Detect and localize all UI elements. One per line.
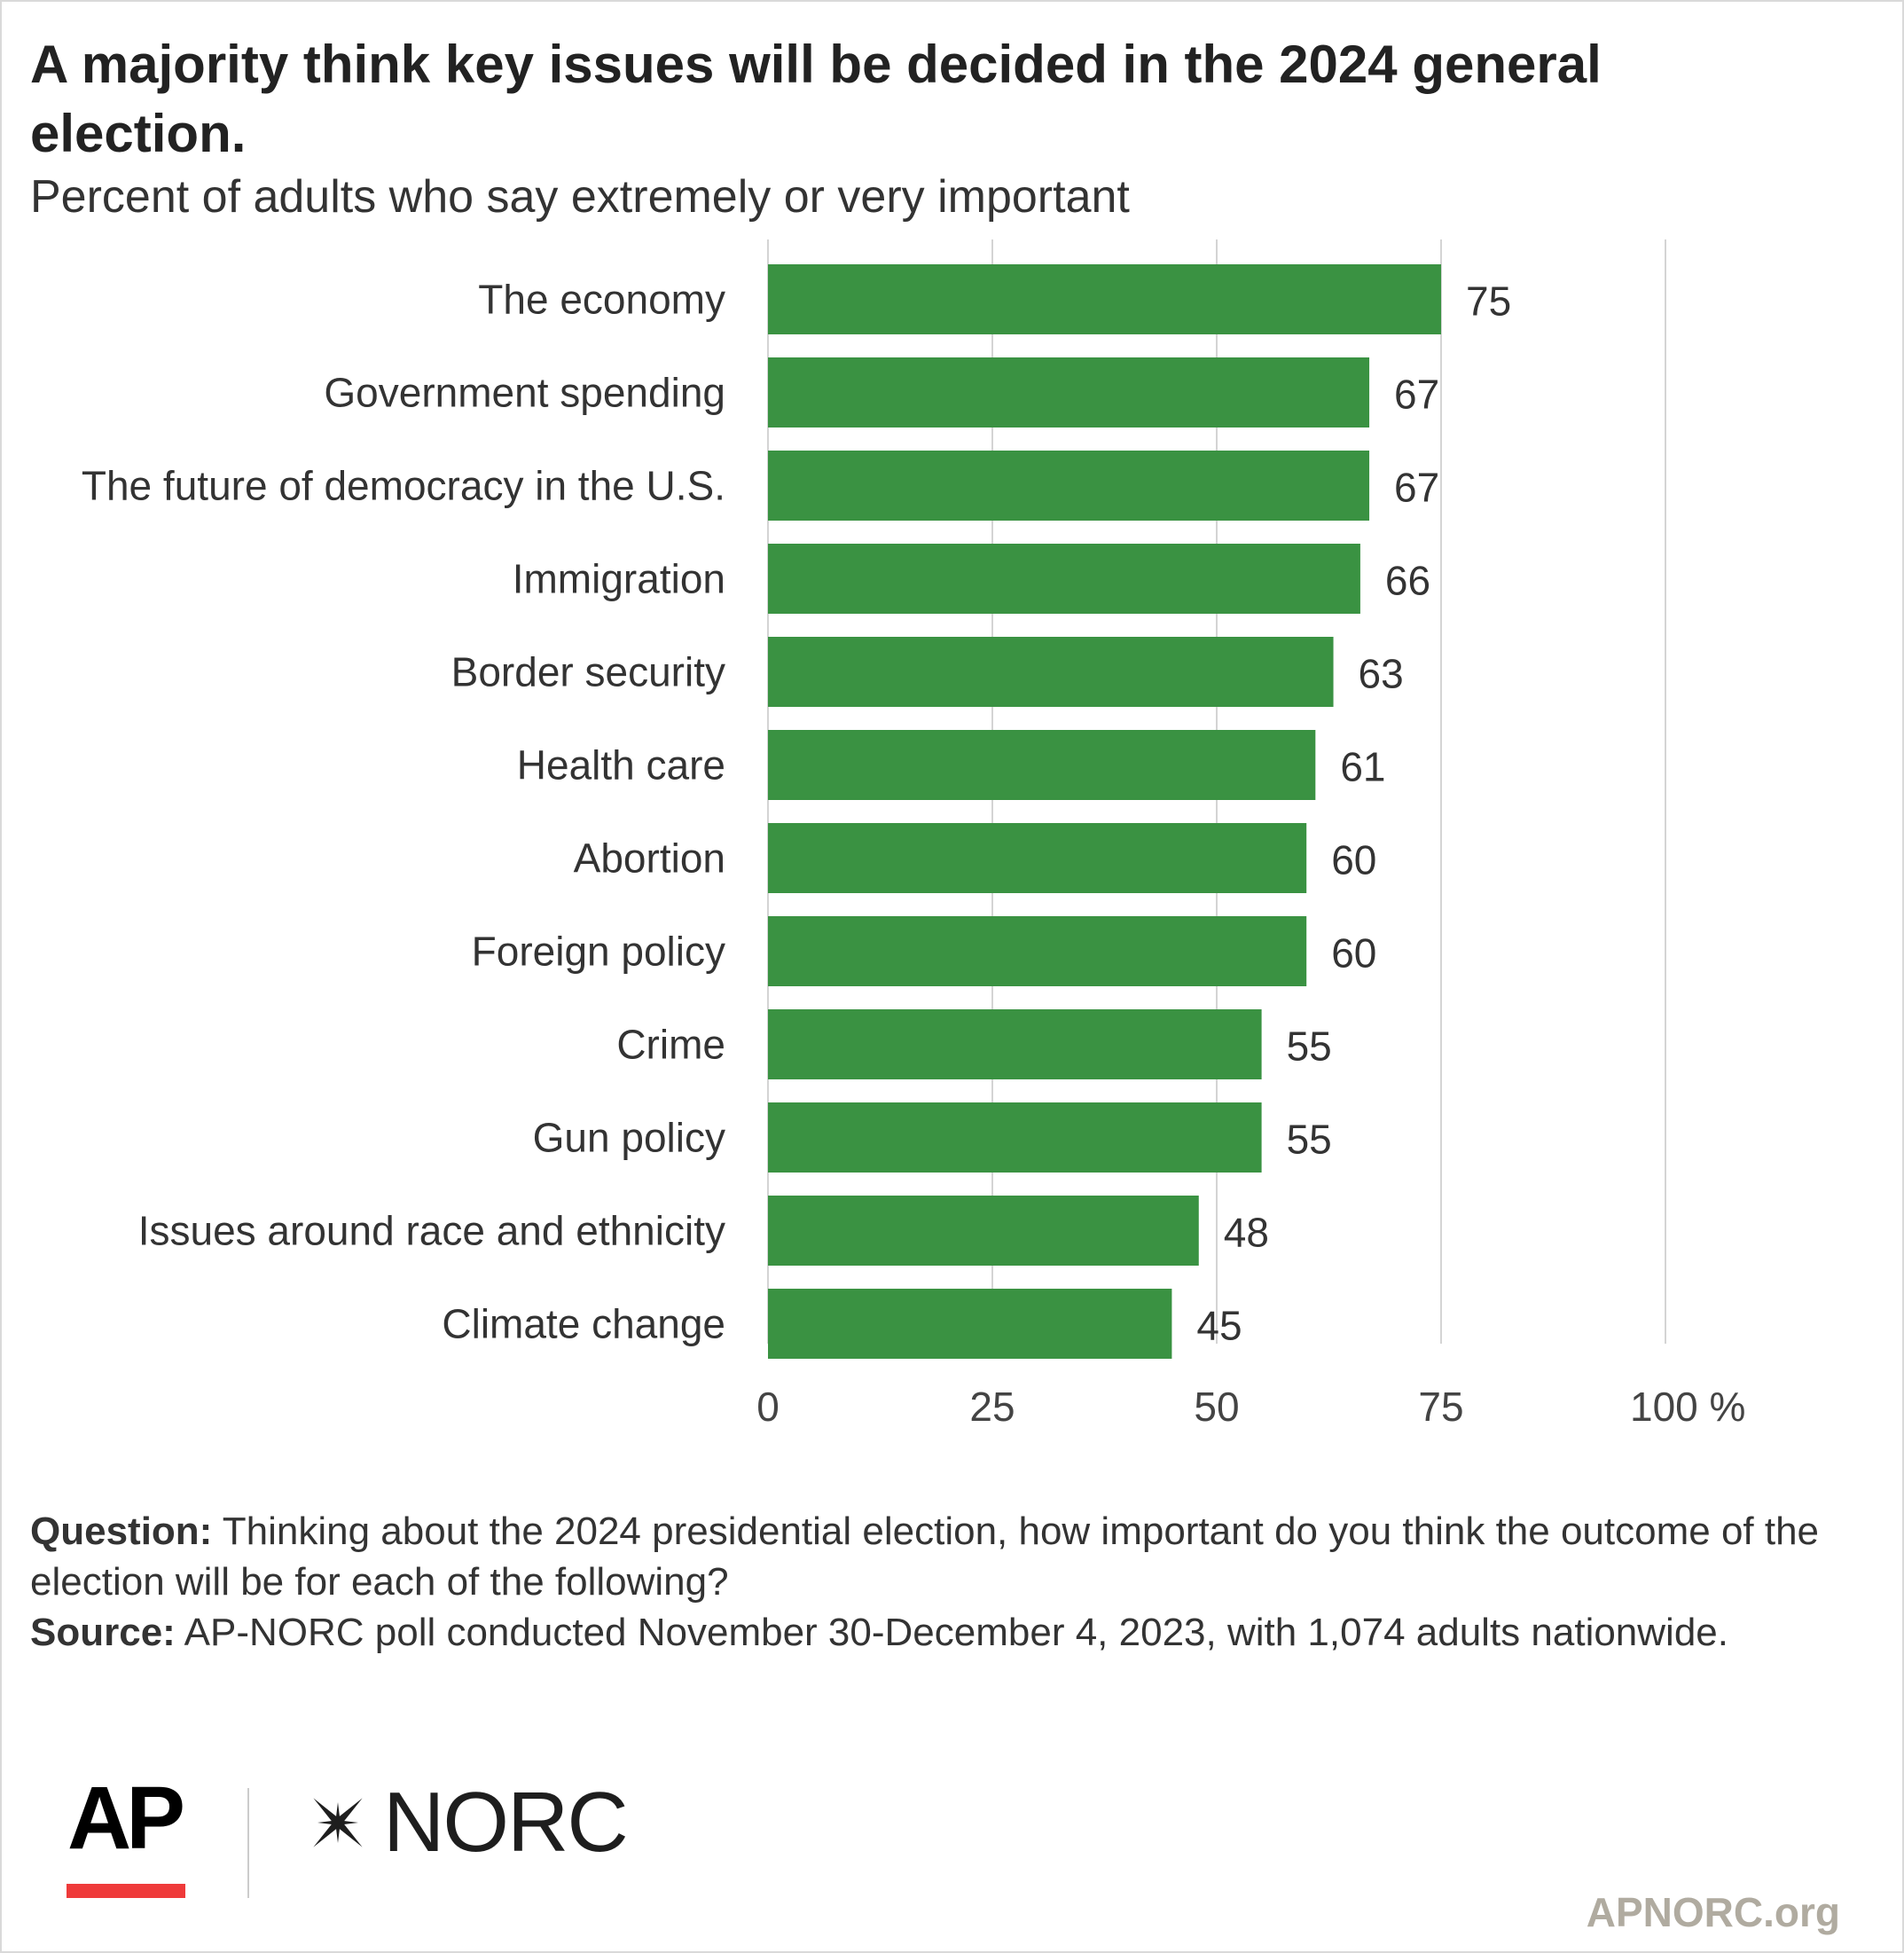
category-label: Climate change bbox=[442, 1301, 725, 1347]
data-label: 66 bbox=[1385, 558, 1430, 604]
chart-notes: Question: Thinking about the 2024 presid… bbox=[30, 1506, 1875, 1658]
norc-logo: NORC bbox=[298, 1774, 629, 1871]
data-label: 75 bbox=[1466, 278, 1511, 325]
ap-logo-bar bbox=[67, 1884, 185, 1898]
category-label: Government spending bbox=[324, 370, 725, 416]
question-note: Question: Thinking about the 2024 presid… bbox=[30, 1506, 1875, 1607]
category-label: Abortion bbox=[574, 835, 725, 882]
bar bbox=[768, 1009, 1262, 1079]
data-label: 67 bbox=[1394, 465, 1439, 511]
data-label: 55 bbox=[1287, 1117, 1332, 1163]
data-label: 45 bbox=[1196, 1303, 1242, 1349]
chart-subtitle: Percent of adults who say extremely or v… bbox=[30, 171, 1130, 223]
chart-title: A majority think key issues will be deci… bbox=[30, 35, 1602, 163]
category-label: Gun policy bbox=[533, 1115, 725, 1161]
bar bbox=[768, 637, 1334, 707]
x-tick-label: 75 bbox=[1418, 1384, 1463, 1430]
x-tick-label: 0 bbox=[756, 1384, 780, 1430]
source-text: AP-NORC poll conducted November 30-Decem… bbox=[184, 1611, 1728, 1654]
data-label: 60 bbox=[1331, 930, 1376, 976]
category-label: Issues around race and ethnicity bbox=[138, 1208, 725, 1254]
bar bbox=[768, 357, 1370, 427]
data-label: 63 bbox=[1359, 651, 1404, 697]
category-label: The future of democracy in the U.S. bbox=[82, 463, 725, 509]
data-label: 48 bbox=[1224, 1210, 1269, 1256]
category-label: Immigration bbox=[513, 556, 725, 602]
data-label: 55 bbox=[1287, 1024, 1332, 1070]
ap-logo: AP bbox=[67, 1769, 185, 1868]
data-label: 60 bbox=[1331, 837, 1376, 883]
category-label: Foreign policy bbox=[472, 929, 725, 975]
bar bbox=[768, 1102, 1262, 1173]
bar bbox=[768, 1196, 1199, 1266]
data-label: 67 bbox=[1394, 372, 1439, 418]
question-text: Thinking about the 2024 presidential ele… bbox=[30, 1510, 1820, 1604]
bar bbox=[768, 1289, 1172, 1359]
bar bbox=[768, 451, 1370, 521]
question-label: Question: bbox=[30, 1510, 213, 1553]
website-label: APNORC.org bbox=[1586, 1889, 1840, 1935]
bar bbox=[768, 730, 1316, 800]
norc-star-icon bbox=[313, 1798, 363, 1847]
bar bbox=[768, 916, 1307, 986]
bar bbox=[768, 264, 1441, 334]
x-tick-label: 25 bbox=[969, 1384, 1015, 1430]
source-label: Source: bbox=[30, 1611, 176, 1654]
bar-chart: 0 25 50 75 100 % The economy 75 Government spen… bbox=[82, 239, 1745, 1430]
bar bbox=[768, 544, 1360, 614]
x-tick-label: 100 % bbox=[1630, 1384, 1745, 1430]
x-tick-label: 50 bbox=[1194, 1384, 1239, 1430]
logo-divider bbox=[247, 1788, 249, 1898]
norc-logo-text: NORC bbox=[383, 1775, 629, 1870]
data-label: 61 bbox=[1340, 744, 1385, 790]
bar bbox=[768, 823, 1307, 893]
category-label: Border security bbox=[451, 649, 725, 695]
source-note: Source: AP-NORC poll conducted November … bbox=[30, 1607, 1875, 1658]
category-label: Crime bbox=[616, 1022, 725, 1068]
category-label: Health care bbox=[517, 742, 725, 788]
category-label: The economy bbox=[478, 277, 725, 323]
